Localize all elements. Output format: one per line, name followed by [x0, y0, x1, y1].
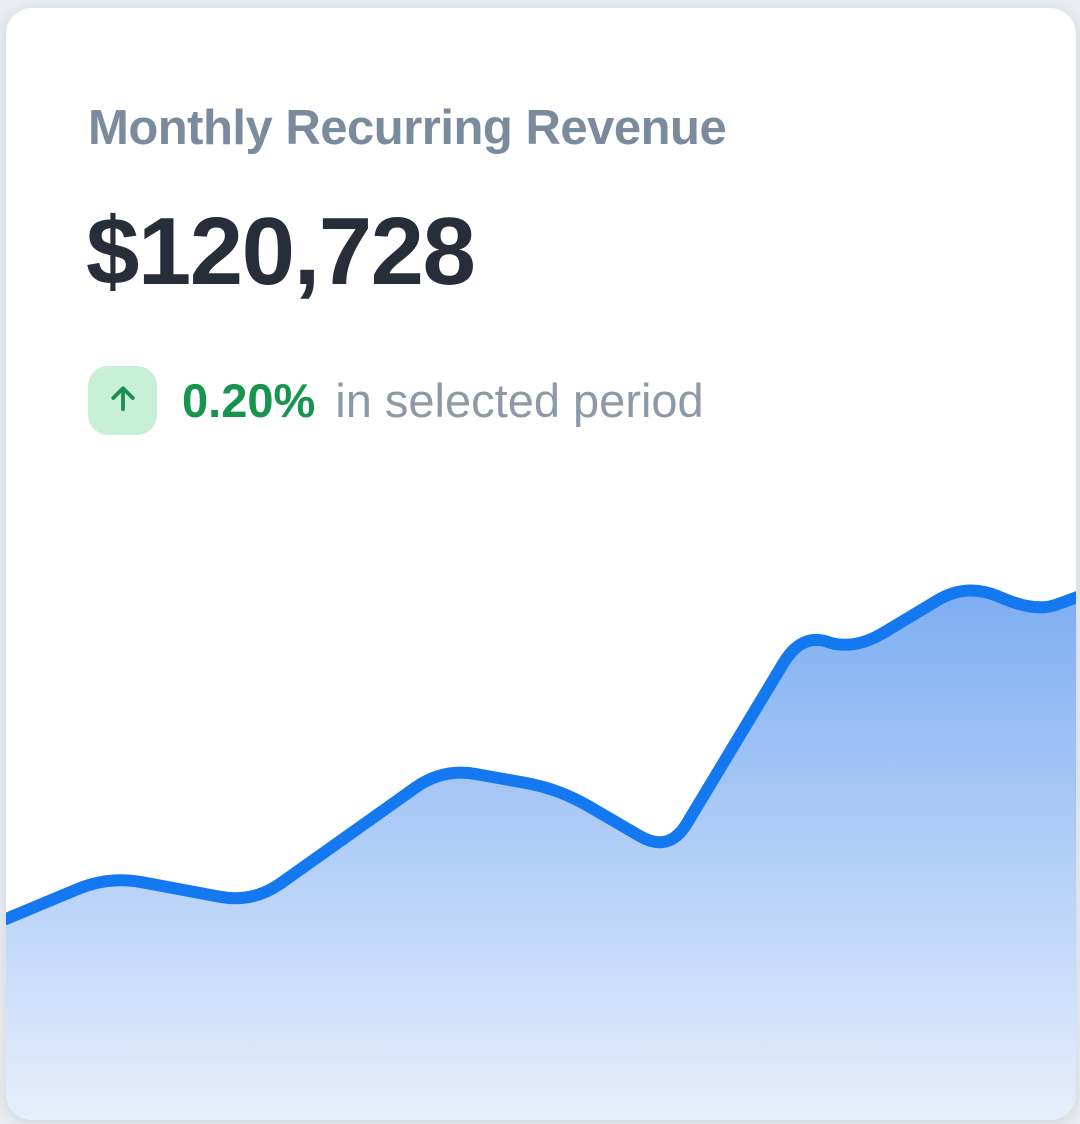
mrr-metric-card: Monthly Recurring Revenue $120,728 0.20%…: [6, 8, 1076, 1120]
arrow-up-icon: [105, 380, 141, 421]
mrr-chart-svg: [6, 584, 1076, 1120]
trend-up-badge: [88, 365, 157, 435]
mrr-area-chart: [6, 548, 1076, 1120]
delta-caption: in selected period: [335, 373, 704, 427]
card-title: Monthly Recurring Revenue: [88, 101, 727, 155]
delta-row: 0.20% in selected period: [88, 365, 704, 435]
revenue-line: [6, 584, 1076, 925]
mrr-value: $120,728: [86, 198, 476, 305]
revenue-area-fill: [6, 590, 1076, 1120]
delta-percent: 0.20%: [182, 373, 316, 427]
